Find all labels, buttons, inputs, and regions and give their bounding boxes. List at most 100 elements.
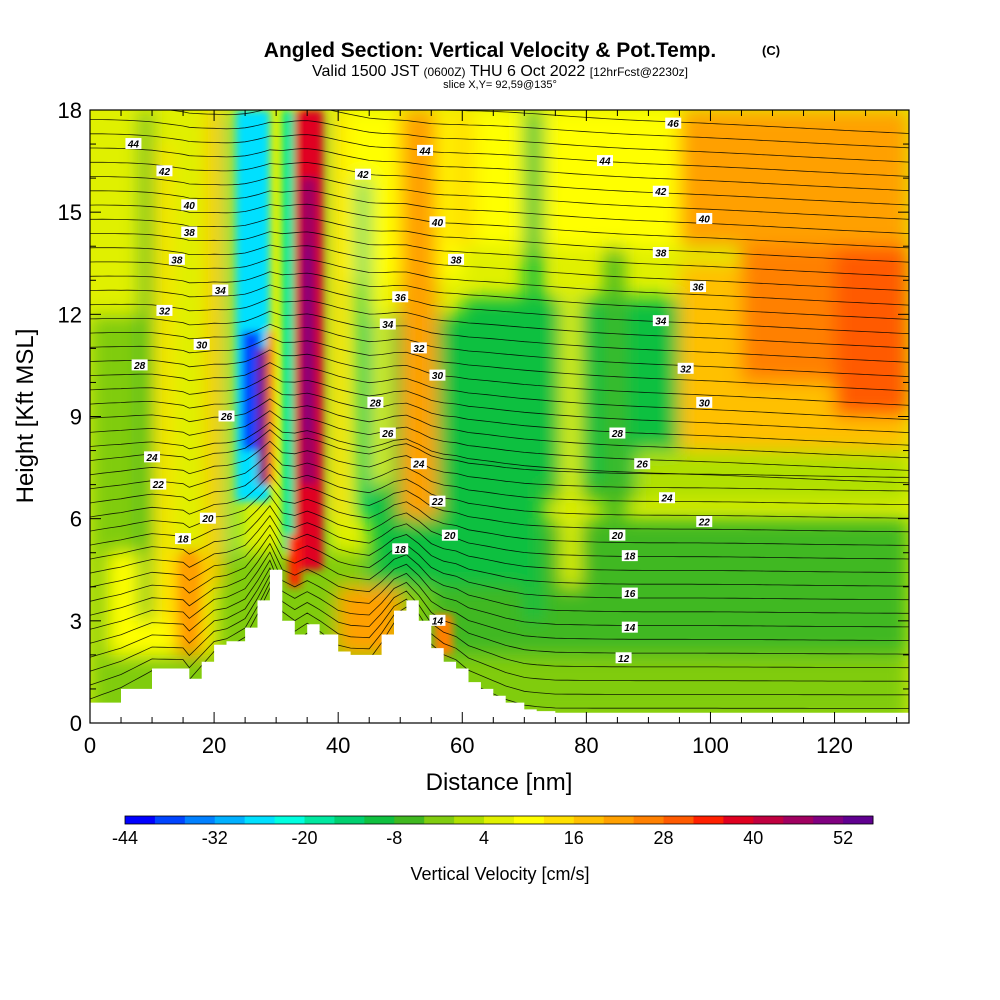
field-streak <box>375 178 388 485</box>
contour-label-bg <box>696 396 713 408</box>
isentrope-line <box>90 484 909 546</box>
contour-label-text: 12 <box>618 654 630 665</box>
isentrope-line <box>90 514 909 587</box>
chart-title-unit: (C) <box>762 43 780 58</box>
contour-label-bg <box>199 512 216 524</box>
colorbar-swatch <box>663 816 694 824</box>
y-tick-label: 3 <box>70 609 82 634</box>
y-axis-label: Height [Kft MSL] <box>12 329 39 504</box>
colorbar-tick-label: -8 <box>386 828 402 848</box>
contour-label: 14 <box>621 621 638 634</box>
contour-label-text: 20 <box>611 531 624 542</box>
contour-label: 38 <box>652 247 669 260</box>
isentrope-line <box>166 110 909 149</box>
contour-label-text: 22 <box>698 518 711 529</box>
contour-label-text: 44 <box>418 146 431 157</box>
contour-label-text: 14 <box>432 616 444 627</box>
contour-label: 44 <box>596 155 613 168</box>
contour-label-bg <box>355 168 371 180</box>
updraft-core <box>183 552 196 621</box>
contour-label-bg <box>609 427 626 439</box>
x-tick-label: 60 <box>450 733 474 758</box>
colorbar-tick-label: 16 <box>564 828 584 848</box>
colorbar-tick-label: 28 <box>654 828 674 848</box>
contour-label-text: 24 <box>412 460 425 471</box>
contour-label-text: 30 <box>432 371 444 382</box>
contour-label-bg <box>175 533 192 545</box>
contour-label-bg <box>429 495 446 507</box>
contour-label: 40 <box>429 216 446 229</box>
isentrope-line <box>90 452 909 505</box>
colorbar-tick-label: -44 <box>112 828 138 848</box>
colorbar-swatch <box>154 816 186 824</box>
contour-label: 18 <box>621 550 638 563</box>
isentrope-line <box>90 581 909 696</box>
contour-label-text: 32 <box>413 344 425 355</box>
contour-label: 30 <box>429 369 446 382</box>
isentrope-line <box>90 495 909 560</box>
contour-label-bg <box>609 529 626 541</box>
contour-label: 22 <box>150 478 167 491</box>
contour-label-text: 22 <box>431 497 444 508</box>
colorbar-swatch <box>573 816 605 824</box>
isentrope-line <box>90 271 909 320</box>
isentrope-line <box>90 217 909 263</box>
colorbar-swatch <box>304 816 335 824</box>
contour-label: 36 <box>392 291 409 304</box>
isentrope-line <box>90 567 909 669</box>
contour-label-bg <box>448 253 465 265</box>
contour-label-bg <box>621 621 638 633</box>
isentrope-line <box>90 323 909 378</box>
isentrope-line <box>90 349 909 406</box>
contour-label-text: 24 <box>660 494 673 505</box>
contour-label-bg <box>429 216 446 228</box>
isentrope-line <box>90 421 909 484</box>
x-tick-label: 120 <box>816 733 853 758</box>
contour-label-text: 30 <box>699 398 711 409</box>
contour-label-bg <box>696 212 713 224</box>
contour-label-text: 22 <box>152 480 165 491</box>
contour-label: 20 <box>441 529 458 542</box>
colorbar-swatch <box>843 816 874 824</box>
contour-label-text: 20 <box>201 514 214 525</box>
contour-label-text: 28 <box>611 429 624 440</box>
contour-label: 42 <box>652 185 669 198</box>
contour-label-text: 42 <box>654 187 667 198</box>
contour-label: 24 <box>659 492 676 505</box>
isentrope-line <box>90 119 909 163</box>
forecast-info: [12hrFcst@2230z] <box>590 65 688 79</box>
contour-label: 22 <box>696 516 713 529</box>
contour-label-bg <box>410 458 427 470</box>
contour-label: 32 <box>410 342 427 355</box>
y-tick-label: 18 <box>58 98 82 123</box>
colorbar-swatch <box>244 816 276 824</box>
contour-label: 38 <box>181 226 198 239</box>
contour-label-bg <box>144 451 161 463</box>
contour-label: 34 <box>652 315 669 328</box>
contour-label-text: 32 <box>159 306 171 317</box>
contour-label: 18 <box>175 533 192 546</box>
colorbar-frame <box>124 815 874 825</box>
contour-label-text: 42 <box>158 167 171 178</box>
plot-area <box>90 110 909 723</box>
contour-label-bg <box>677 362 694 374</box>
contour-label-text: 36 <box>692 283 704 294</box>
contour-label-bg <box>156 165 173 177</box>
isentrope-line <box>90 440 909 492</box>
isentrope-line <box>90 374 909 433</box>
contour-label-text: 38 <box>184 228 196 239</box>
contour-label: 28 <box>131 359 148 372</box>
contour-label-bg <box>379 427 396 439</box>
contour-label-text: 16 <box>624 589 636 600</box>
contour-label: 26 <box>379 427 396 440</box>
contour-label-text: 32 <box>680 364 692 375</box>
vertical-velocity-field <box>90 110 909 723</box>
isentrope-line <box>90 574 909 682</box>
colorbar-swatch <box>813 816 844 824</box>
contour-label: 22 <box>429 495 446 508</box>
colorbar-swatch <box>424 816 455 824</box>
x-axis-label: Distance [nm] <box>426 769 573 796</box>
isentrope-line <box>90 336 909 392</box>
isentrope-line <box>90 386 909 446</box>
valid-time-line: Valid 1500 JST (0600Z) THU 6 Oct 2022 [1… <box>312 63 688 80</box>
